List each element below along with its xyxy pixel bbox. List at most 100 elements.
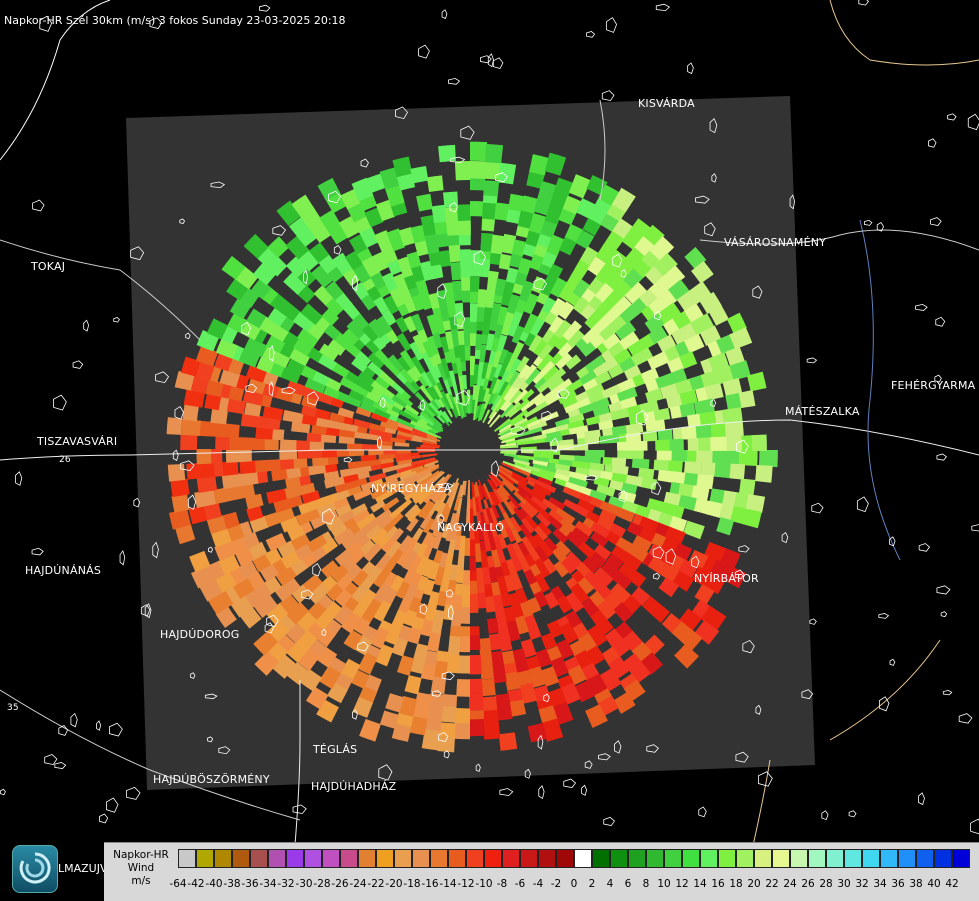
echo-sector xyxy=(421,339,435,359)
echo-sector xyxy=(484,596,496,613)
echo-sector xyxy=(402,609,418,627)
echo-sector xyxy=(424,232,440,255)
echo-sector xyxy=(437,363,448,381)
echo-sector xyxy=(406,517,419,532)
echo-sector xyxy=(555,540,572,557)
echo-sector xyxy=(282,409,304,424)
legend-swatch xyxy=(322,849,340,868)
echo-sector xyxy=(584,450,605,458)
echo-sector xyxy=(477,495,484,514)
echo-sector xyxy=(618,490,637,504)
settlement-outline xyxy=(357,641,369,652)
echo-sector xyxy=(479,649,493,665)
echo-sector xyxy=(568,476,588,489)
settlement-outline xyxy=(758,771,773,787)
echo-sector xyxy=(509,389,522,404)
echo-sector xyxy=(428,292,441,310)
echo-sector xyxy=(580,341,597,357)
echo-sector xyxy=(714,462,731,479)
echo-sector xyxy=(696,450,715,464)
echo-sector xyxy=(525,475,542,486)
echo-sector xyxy=(416,470,432,481)
echo-sector xyxy=(285,476,301,489)
echo-sector xyxy=(527,722,548,743)
echo-sector xyxy=(613,348,632,365)
echo-sector xyxy=(426,404,439,417)
settlement-outline xyxy=(541,410,553,420)
echo-sector xyxy=(645,419,666,433)
echo-sector xyxy=(343,629,363,651)
radar-echoes xyxy=(166,141,778,753)
echo-sector xyxy=(374,490,394,504)
echo-sector xyxy=(292,337,313,357)
echo-sector xyxy=(224,423,240,438)
echo-sector xyxy=(473,364,480,385)
settlement-outline xyxy=(328,190,341,204)
echo-sector xyxy=(660,383,679,399)
echo-sector xyxy=(252,262,277,286)
echo-sector xyxy=(499,432,518,441)
echo-sector xyxy=(509,571,523,591)
echo-sector xyxy=(340,188,362,210)
legend-tick-label: -40 xyxy=(205,878,223,890)
echo-sector xyxy=(668,279,690,301)
echo-sector xyxy=(481,362,489,379)
echo-sector xyxy=(402,484,419,498)
echo-sector xyxy=(646,498,669,515)
echo-sector xyxy=(367,352,385,369)
echo-sector xyxy=(579,246,599,266)
echo-sector xyxy=(501,315,514,336)
city-label-hajdunanas: HAJDÚNÁNÁS xyxy=(25,564,102,577)
settlement-outline xyxy=(210,181,226,189)
city-label-kisvarda: KISVÁRDA xyxy=(638,97,695,110)
echo-sector xyxy=(368,472,387,483)
echo-sector xyxy=(474,543,482,563)
echo-sector xyxy=(679,389,698,406)
echo-sector xyxy=(456,399,464,419)
echo-sector xyxy=(396,535,413,555)
echo-sector xyxy=(323,470,340,481)
legend-swatch xyxy=(880,849,898,868)
echo-sector xyxy=(279,449,298,460)
echo-sector xyxy=(353,418,371,429)
settlement-outline xyxy=(266,614,279,628)
echo-sector xyxy=(534,504,552,521)
settlement-outline xyxy=(563,778,577,788)
echo-sector xyxy=(487,533,497,551)
echo-sector xyxy=(596,516,615,532)
echo-sector xyxy=(392,156,413,178)
echo-sector xyxy=(370,527,388,545)
echo-sector xyxy=(446,298,457,318)
echo-sector xyxy=(459,402,465,418)
echo-sector xyxy=(345,485,363,497)
settlement-outline xyxy=(190,672,196,679)
echo-sector xyxy=(254,650,280,676)
echo-sector xyxy=(417,491,431,505)
settlement-outline xyxy=(441,671,455,681)
echo-sector xyxy=(470,160,487,179)
echo-sector xyxy=(558,390,578,405)
echo-sector xyxy=(293,543,313,561)
echo-sector xyxy=(171,493,190,513)
echo-sector xyxy=(450,261,462,281)
echo-sector xyxy=(458,636,470,653)
echo-sector xyxy=(488,566,498,583)
legend-swatch xyxy=(466,849,484,868)
echo-sector xyxy=(461,287,471,303)
echo-sector xyxy=(691,260,714,284)
settlement-outline xyxy=(475,763,481,772)
echo-sector xyxy=(190,566,213,589)
echo-sector xyxy=(501,233,517,255)
legend-tick-label: 18 xyxy=(729,878,743,890)
legend-swatches xyxy=(178,849,970,869)
echo-sector xyxy=(482,696,498,714)
echo-sector xyxy=(368,449,384,456)
echo-sector xyxy=(598,419,614,430)
echo-sector xyxy=(460,273,471,291)
echo-sector xyxy=(490,650,505,672)
settlement-outline xyxy=(487,53,494,68)
legend-swatch xyxy=(862,849,880,868)
echo-sector xyxy=(297,629,318,650)
echo-sector xyxy=(581,556,600,574)
echo-sector xyxy=(402,402,420,416)
